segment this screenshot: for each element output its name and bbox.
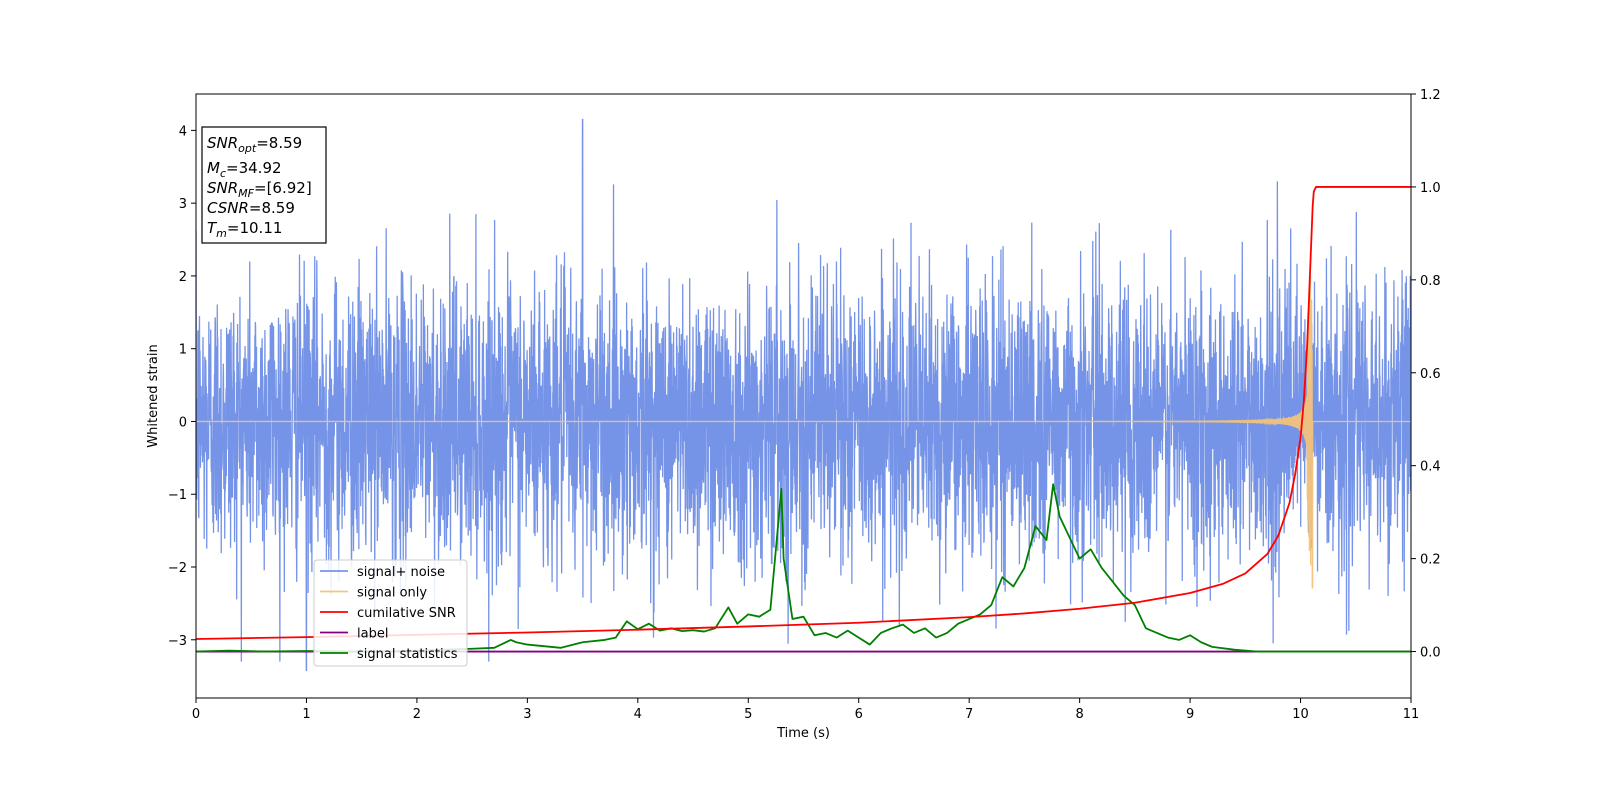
- series-signal-noise: [196, 118, 1411, 671]
- x-tick-label: 6: [855, 707, 863, 722]
- y-tick-label: 2: [179, 270, 187, 285]
- y-axis-label: Whitened strain: [146, 344, 161, 447]
- signal-statistics-line: [196, 483, 1411, 653]
- x-tick-label: 11: [1403, 707, 1420, 722]
- y2-tick-label: 1.2: [1420, 88, 1441, 103]
- series-signal-only: [196, 276, 1411, 589]
- info-box-frame: [201, 126, 327, 244]
- legend-entry: signal+ noise: [357, 565, 445, 580]
- y2-tick-label: 0.6: [1420, 367, 1441, 382]
- cumulative-snr-line: [196, 186, 1411, 640]
- y-tick-label: −1: [168, 488, 187, 503]
- info-box: SNRopt=8.59 Mc=34.92SNRMF=[6.92]CSNR=8.59…: [201, 126, 327, 244]
- x-tick-label: 10: [1292, 707, 1309, 722]
- y-tick-label: 4: [179, 124, 187, 139]
- y2-tick-label: 1.0: [1420, 181, 1441, 196]
- info-box-line: Mc=34.92: [207, 159, 282, 180]
- y-tick-label: 1: [179, 343, 187, 358]
- x-tick-label: 0: [192, 707, 200, 722]
- series-signal-statistics: [196, 483, 1411, 653]
- x-tick-label: 8: [1075, 707, 1083, 722]
- signal-noise-line: [196, 118, 1411, 671]
- info-box-line: SNRMF=[6.92]: [207, 179, 312, 200]
- series-cumulative-snr: [196, 186, 1411, 640]
- legend-entry: signal only: [357, 586, 427, 601]
- y2-tick-label: 0.8: [1420, 274, 1441, 289]
- x-tick-label: 1: [302, 707, 310, 722]
- legend-entry: label: [357, 627, 388, 642]
- info-box-line: SNRopt=8.59: [207, 134, 302, 155]
- x-tick-label: 4: [634, 707, 642, 722]
- y-axis-ticks: −3 −2 −1 0 1 2 3 4: [168, 124, 196, 649]
- x-tick-label: 9: [1186, 707, 1194, 722]
- x-tick-label: 3: [523, 707, 531, 722]
- info-box-line: CSNR=8.59: [207, 199, 295, 217]
- plot-frame: [195, 93, 1412, 699]
- signal-only-line: [196, 276, 1411, 589]
- y-tick-label: −2: [168, 561, 187, 576]
- y2-tick-label: 0.0: [1420, 646, 1441, 661]
- x-tick-label: 5: [744, 707, 752, 722]
- x-tick-label: 7: [965, 707, 973, 722]
- x-axis-label: Time (s): [776, 726, 830, 741]
- info-box-line: Tm=10.11: [207, 219, 282, 240]
- y-tick-label: 3: [179, 197, 187, 212]
- y-tick-label: 0: [179, 415, 187, 430]
- y2-tick-label: 0.2: [1420, 553, 1441, 568]
- legend: signal+ noise signal only cumilative SNR la…: [313, 559, 468, 667]
- legend-entry: cumilative SNR: [357, 606, 456, 621]
- y2-tick-label: 0.4: [1420, 460, 1441, 475]
- legend-frame: [313, 559, 468, 667]
- y-tick-label: −3: [168, 634, 187, 649]
- x-tick-label: 2: [413, 707, 421, 722]
- legend-entry: signal statistics: [357, 647, 458, 662]
- y2-axis-ticks: 0.0 0.2 0.4 0.6 0.8 1.0 1.2: [1411, 88, 1441, 661]
- x-axis-ticks: 0 1 2 3 4 5 6 7 8 9 10 11: [192, 698, 1419, 722]
